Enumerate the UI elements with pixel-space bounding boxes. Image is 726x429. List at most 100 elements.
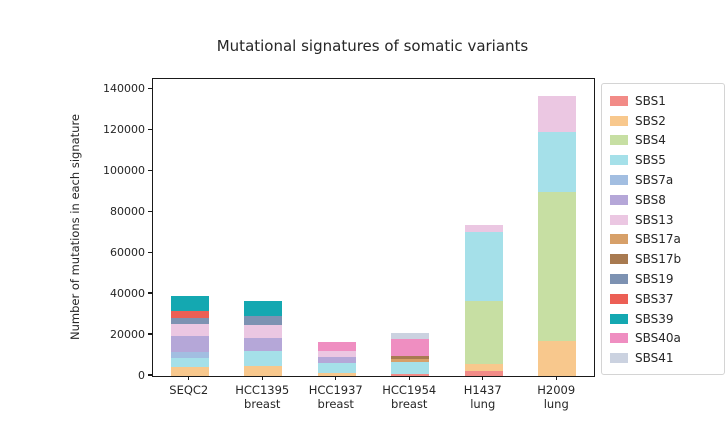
bar-segment-sbs2 [244,365,283,376]
y-tick-label: 40000 [110,286,145,300]
y-tick-mark [148,292,152,294]
legend-swatch [610,333,628,344]
bar-hcc1954-breast [391,79,430,376]
legend: SBS1 SBS2 SBS4 SBS5 SBS7a SBS8 SBS13 SBS17a SBS1… [601,83,725,376]
x-tick-mark [408,376,410,380]
x-tick-mark [261,376,263,380]
bar-segment-sbs39 [244,300,283,316]
legend-label: SBS7a [635,173,674,188]
y-tick-mark [148,374,152,376]
legend-label: SBS5 [635,153,666,168]
legend-item: SBS17b [610,249,716,269]
y-tick-mark [148,333,152,335]
legend-item: SBS40a [610,329,716,349]
legend-label: SBS41 [635,351,674,366]
x-tick-label: HCC1395 breast [235,383,290,411]
y-axis-label: Number of mutations in each signature [68,114,82,341]
legend-label: SBS13 [635,212,674,227]
bar-segment-sbs37 [170,310,209,318]
legend-label: SBS39 [635,311,674,326]
legend-swatch [610,234,628,245]
legend-label: SBS8 [635,192,666,207]
legend-label: SBS17a [635,232,681,247]
legend-label: SBS1 [635,93,666,108]
legend-item: SBS37 [610,289,716,309]
chart-title: Mutational signatures of somatic variant… [216,37,529,55]
bar-segment-sbs2 [170,367,209,376]
bar-segment-sbs2 [317,372,356,376]
y-tick-label: 80000 [110,204,145,218]
legend-label: SBS40a [635,331,681,346]
bar-segment-sbs19 [170,317,209,324]
bar-segment-sbs17b [391,355,430,359]
legend-label: SBS37 [635,291,674,306]
legend-label: SBS19 [635,272,674,287]
legend-swatch [610,353,628,364]
legend-swatch [610,293,628,304]
bar-segment-sbs8 [317,357,356,364]
x-tick-mark [335,376,337,380]
legend-label: SBS17b [635,252,682,267]
x-tick-label: H2009 lung [537,383,576,411]
bar-segment-sbs17a [391,358,430,362]
bar-segment-sbs2 [464,364,503,372]
y-tick-label: 60000 [110,245,145,259]
y-tick-mark [148,251,152,253]
bar-segment-sbs5 [317,363,356,373]
legend-swatch [610,214,628,225]
bar-segment-sbs8 [170,336,209,353]
bar-segment-sbs13 [170,323,209,337]
y-tick-label: 100000 [103,163,145,177]
bar-segment-sbs39 [170,296,209,311]
plot-area [152,78,595,377]
bar-segment-sbs1 [391,373,430,376]
legend-swatch [610,274,628,285]
bar-segment-sbs13 [538,96,577,133]
legend-label: SBS4 [635,133,666,148]
legend-item: SBS7a [610,170,716,190]
bar-segment-sbs8 [244,338,283,352]
legend-label: SBS2 [635,113,666,128]
x-tick-mark [188,376,190,380]
legend-item: SBS5 [610,150,716,170]
legend-item: SBS17a [610,230,716,250]
bar-seqc2 [170,79,209,376]
legend-item: SBS2 [610,111,716,131]
bar-segment-sbs4 [538,191,577,342]
bar-segment-sbs5 [244,351,283,366]
legend-item: SBS13 [610,210,716,230]
bar-segment-sbs5 [391,361,430,374]
x-tick-label: HCC1937 breast [308,383,363,411]
x-tick-mark [555,376,557,380]
legend-item: SBS41 [610,348,716,368]
bar-segment-sbs40a [317,342,356,352]
legend-swatch [610,115,628,126]
x-tick-mark [482,376,484,380]
legend-swatch [610,155,628,166]
y-tick-label: 120000 [103,122,145,136]
legend-swatch [610,313,628,324]
bar-segment-sbs2 [538,341,577,376]
x-tick-label: H1437 lung [463,383,502,411]
legend-swatch [610,95,628,106]
bar-segment-sbs5 [538,132,577,192]
legend-item: SBS8 [610,190,716,210]
bar-h2009-lung [538,79,577,376]
legend-swatch [610,194,628,205]
bar-segment-sbs13 [464,225,503,233]
bar-segment-sbs5 [464,232,503,302]
bar-hcc1937-breast [317,79,356,376]
bar-h1437-lung [464,79,503,376]
bar-hcc1395-breast [244,79,283,376]
y-tick-mark [148,210,152,212]
bar-segment-sbs13 [317,351,356,358]
bar-segment-sbs4 [464,301,503,365]
bar-segment-sbs13 [244,324,283,339]
x-tick-label: SEQC2 [169,383,209,397]
x-tick-label: HCC1954 breast [382,383,437,411]
legend-swatch [610,254,628,265]
y-tick-mark [148,128,152,130]
bar-segment-sbs41 [391,333,430,340]
legend-swatch [610,175,628,186]
